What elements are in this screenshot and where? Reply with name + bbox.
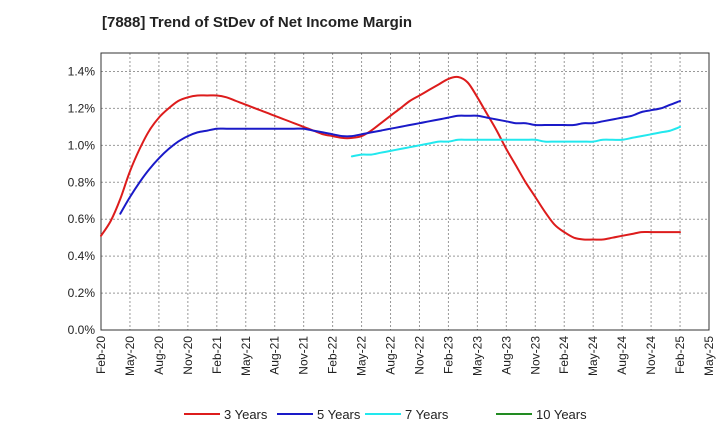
legend-label-10-years: 10 Years	[536, 407, 587, 422]
x-tick-label: Feb-23	[441, 336, 455, 374]
y-tick-label: 1.2%	[68, 101, 96, 115]
x-tick-label: Nov-21	[297, 336, 311, 375]
x-tick-label: Aug-22	[384, 336, 398, 375]
x-tick-label: May-20	[123, 336, 137, 376]
plot-frame	[100, 52, 710, 331]
x-tick-label: Nov-20	[181, 336, 195, 375]
y-tick-label: 1.0%	[68, 138, 96, 152]
x-tick-label: Feb-21	[210, 336, 224, 374]
x-tick-label: May-24	[586, 336, 600, 376]
x-tick-label: May-23	[470, 336, 484, 376]
legend-label-7-years: 7 Years	[405, 407, 449, 422]
legend: 3 Years 5 Years 7 Years 10 Years	[184, 407, 587, 422]
series-line-5-years	[119, 100, 681, 215]
axes: 0.0% 0.2% 0.4% 0.6% 0.8% 1.0% 1.2% 1.4% Feb-20 Ma…	[68, 52, 716, 376]
x-tick-label: Aug-20	[152, 336, 166, 375]
x-tick-label: Aug-24	[615, 336, 629, 375]
series-line-3-years	[100, 75, 681, 241]
x-tick-label: Nov-22	[412, 336, 426, 375]
y-tick-label: 0.6%	[68, 212, 96, 226]
chart-title: [7888] Trend of StDev of Net Income Marg…	[102, 14, 413, 31]
legend-label-5-years: 5 Years	[317, 407, 361, 422]
y-tick-label: 0.8%	[68, 175, 96, 189]
x-tick-label: Feb-20	[94, 336, 108, 374]
x-tick-label: Aug-23	[499, 336, 513, 375]
x-tick-label: Feb-25	[673, 336, 687, 374]
x-tick-label: Aug-21	[268, 336, 282, 375]
x-tick-label: May-22	[355, 336, 369, 376]
x-tick-label: May-21	[239, 336, 253, 376]
x-tick-label: Feb-22	[326, 336, 340, 374]
y-tick-label: 0.4%	[68, 249, 96, 263]
series-lines	[100, 75, 681, 241]
y-tick-label: 0.0%	[68, 323, 96, 337]
x-tick-label: Nov-23	[528, 336, 542, 375]
grid	[100, 53, 710, 331]
y-tick-label: 0.2%	[68, 286, 96, 300]
y-tick-label: 1.4%	[68, 64, 96, 78]
x-tick-label: May-25	[702, 336, 716, 376]
x-tick-label: Feb-24	[557, 336, 571, 374]
x-tick-label: Nov-24	[644, 336, 658, 375]
series-line-7-years	[350, 125, 681, 158]
legend-label-3-years: 3 Years	[224, 407, 268, 422]
